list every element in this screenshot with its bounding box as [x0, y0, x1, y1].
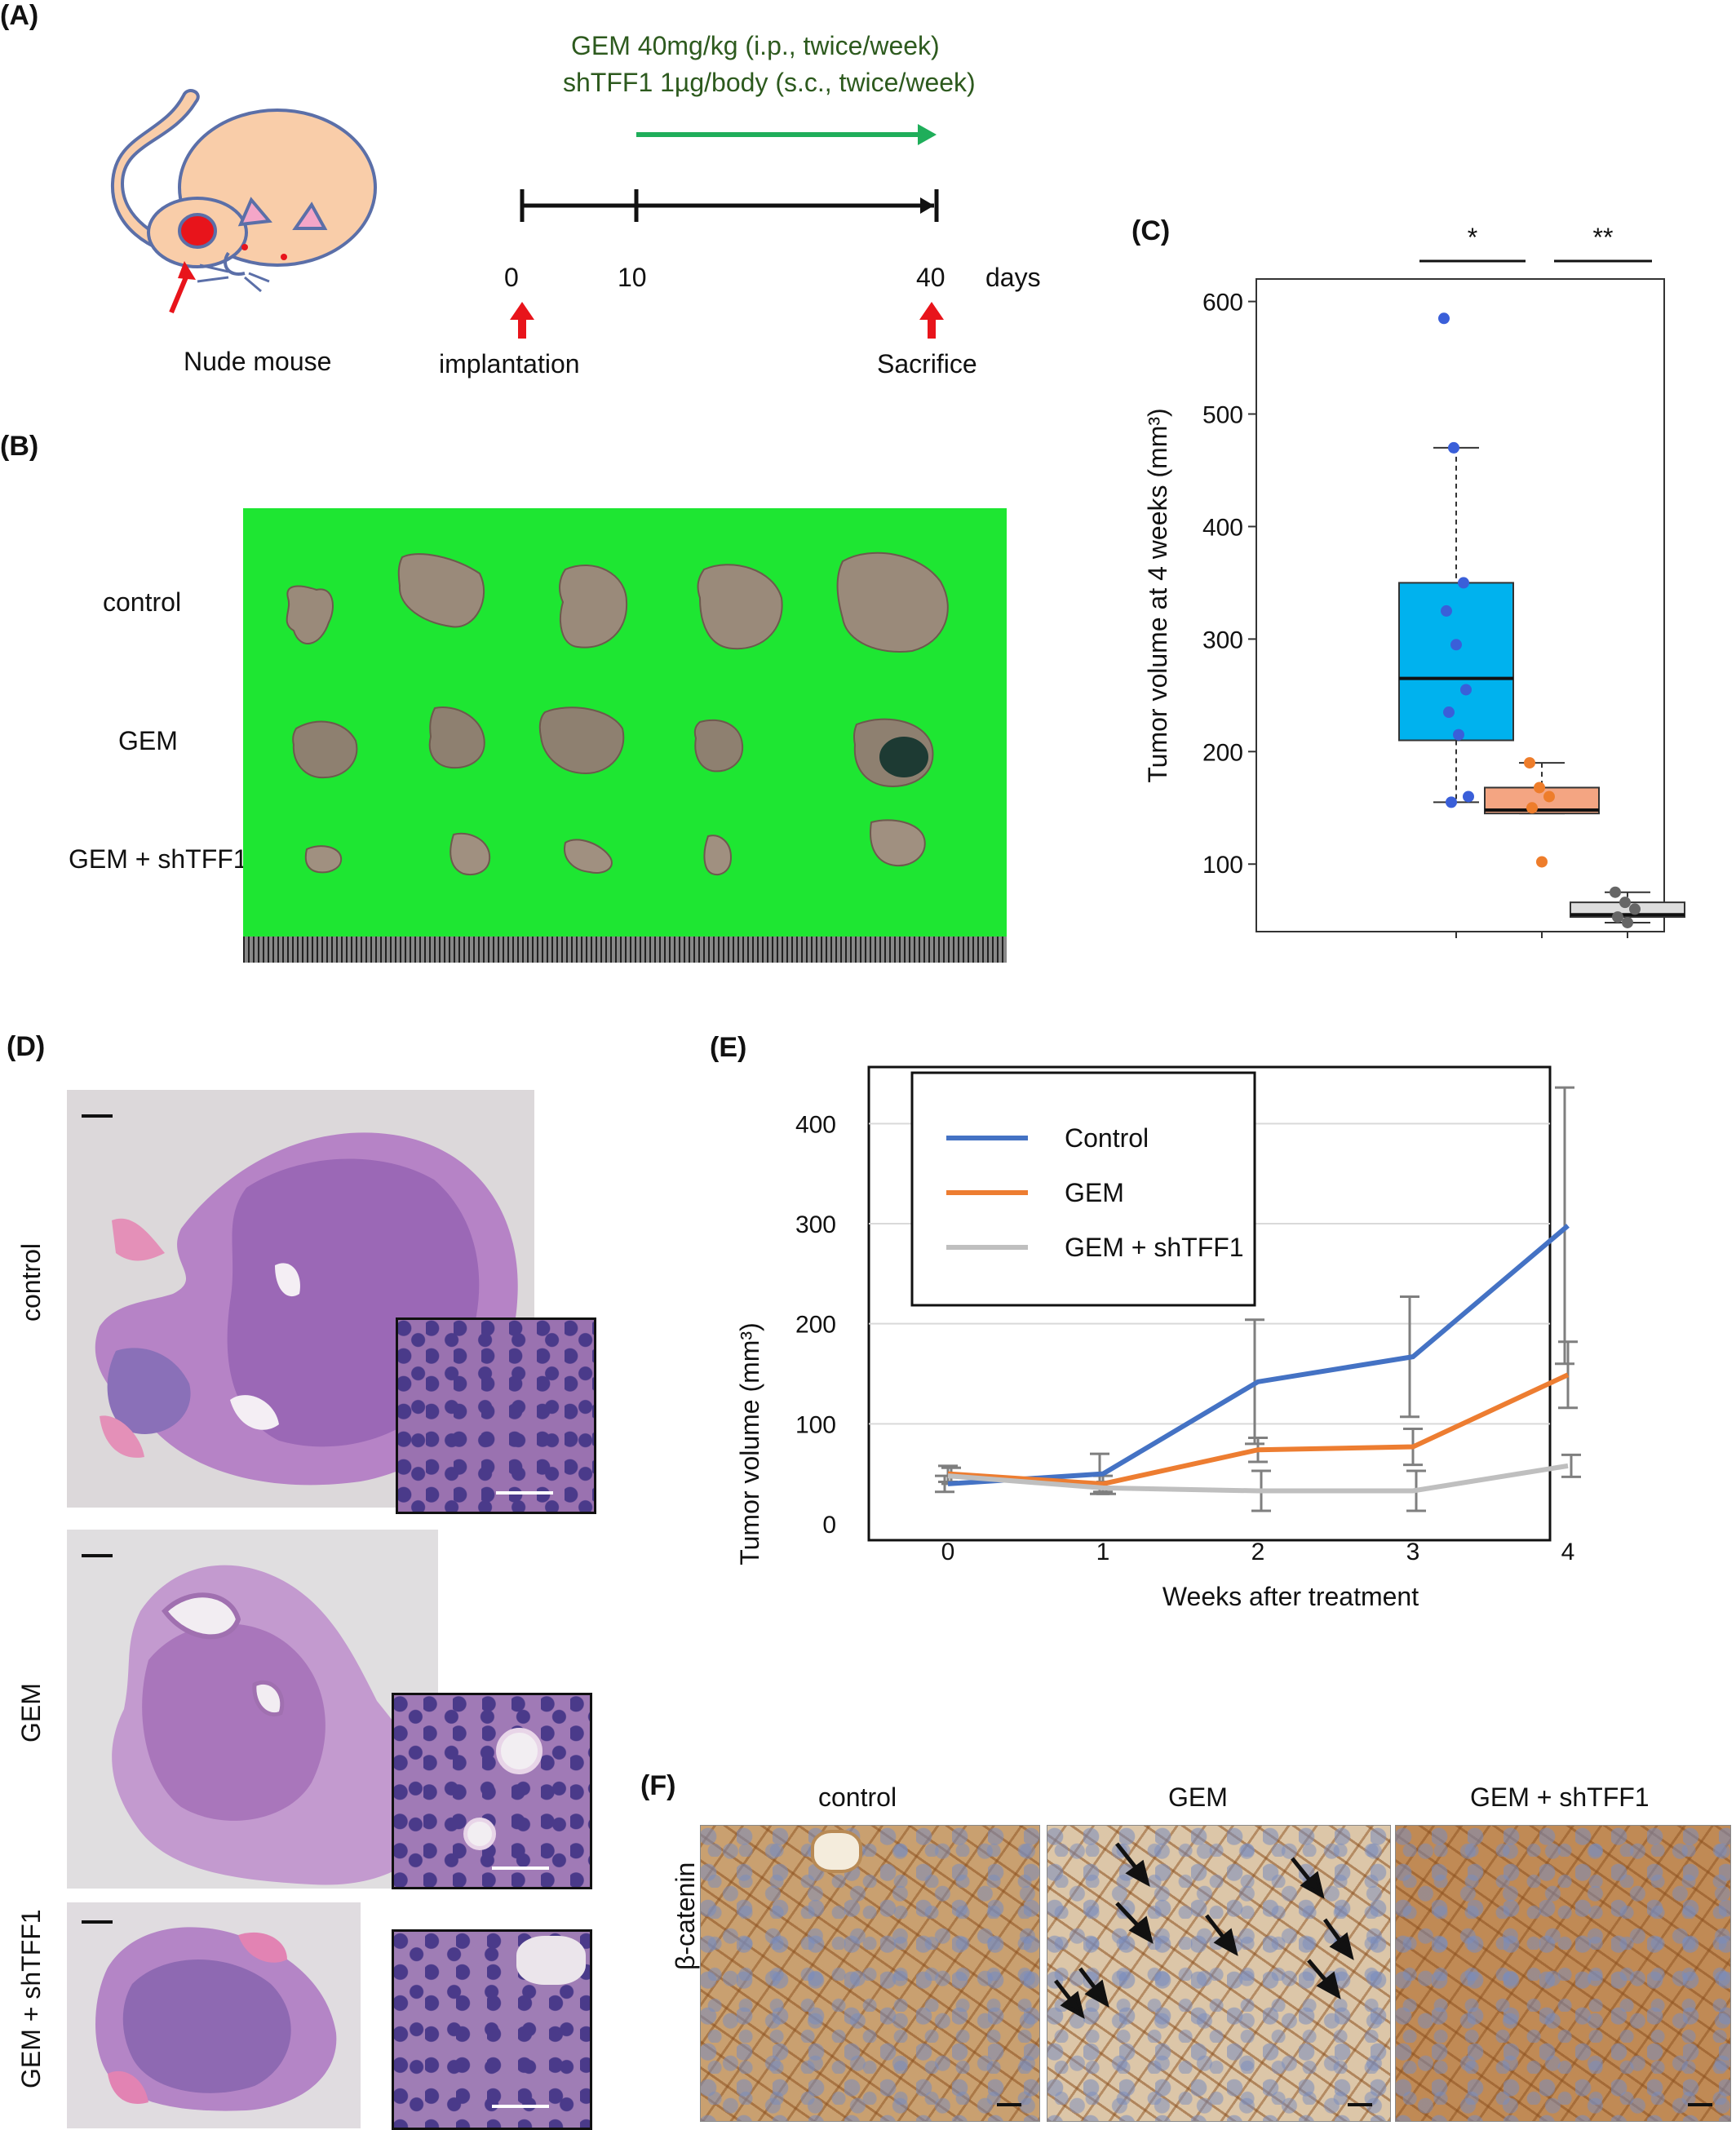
series-line-1	[947, 1372, 1570, 1486]
legend-label: GEM	[1065, 1178, 1124, 1207]
ihc-gem	[1047, 1825, 1391, 2122]
f-col-control: control	[818, 1782, 897, 1812]
data-point	[1458, 577, 1469, 589]
y-axis-label: Tumor volume (mm³)	[735, 1322, 764, 1565]
b-row-control: control	[103, 587, 182, 617]
data-point	[1629, 903, 1641, 915]
data-point	[1543, 790, 1555, 803]
f-col-gem: GEM	[1168, 1782, 1228, 1812]
he-section-gem-shtff1	[67, 1902, 361, 2128]
b-row-gem: GEM	[118, 726, 178, 755]
arrow-icons	[1054, 1842, 1354, 2019]
data-point	[1460, 684, 1472, 696]
ihc-control	[700, 1825, 1040, 2122]
implantation-arrow-icon	[510, 302, 534, 339]
panel-label-f: (F)	[640, 1770, 676, 1801]
sacrifice-label: Sacrifice	[877, 349, 977, 379]
tumor-row-gem	[292, 706, 934, 787]
legend: Control GEM GEM + shTFF1	[910, 1071, 1256, 1307]
he-inset-control	[396, 1317, 596, 1514]
tick-10: 10	[618, 263, 647, 292]
x-tick-label: 2	[1251, 1539, 1265, 1565]
panel-label-e: (E)	[710, 1032, 747, 1063]
y-tick-label: 400	[1202, 514, 1243, 541]
legend-label: GEM + shTFF1	[1065, 1233, 1244, 1262]
data-point	[1446, 796, 1457, 808]
mouse-label: Nude mouse	[184, 347, 332, 376]
x-tick-label: 3	[1406, 1539, 1420, 1565]
b-row-gem-shtff1: GEM + shTFF1	[69, 844, 248, 874]
x-tick-label: 4	[1561, 1539, 1575, 1565]
treatment-line-2: shTFF1 1µg/body (s.c., twice/week)	[563, 68, 976, 97]
tumor-row-control	[286, 551, 949, 653]
data-point	[1612, 911, 1623, 923]
ruler	[243, 923, 1007, 963]
panel-label-a: (A)	[0, 0, 39, 31]
line-chart-e: 0 100 200 300 400 0 1 2 3 4 Control GEM GEM + shTF…	[735, 1065, 1581, 1611]
d-row-gem: GEM	[16, 1683, 46, 1743]
y-tick-label: 600	[1202, 290, 1243, 317]
data-point	[1441, 604, 1452, 617]
y-tick-label: 300	[795, 1211, 836, 1238]
legend-label: Control	[1065, 1123, 1149, 1153]
implantation-label: implantation	[439, 349, 580, 379]
data-point	[1524, 757, 1535, 769]
significance-label: *	[1468, 223, 1477, 252]
x-axis-label: Weeks after treatment	[1162, 1582, 1419, 1611]
timeline	[520, 124, 939, 222]
panel-label-c: (C)	[1132, 215, 1171, 246]
data-point	[1534, 782, 1545, 794]
days-label: days	[985, 263, 1041, 292]
data-point	[1619, 897, 1631, 909]
x-tick-label: 0	[941, 1539, 955, 1565]
data-point	[1448, 441, 1459, 454]
he-section-gem	[67, 1530, 438, 1889]
tumor-row-gem-shtff1	[304, 819, 926, 875]
tumor-photo	[243, 508, 1007, 961]
data-point	[1463, 790, 1474, 803]
series-line-0	[947, 1224, 1570, 1486]
y-tick-label: 500	[1202, 402, 1243, 429]
d-row-gem-shtff1: GEM + shTFF1	[16, 1909, 46, 2088]
f-col-gem-shtff1: GEM + shTFF1	[1470, 1782, 1650, 1812]
sacrifice-arrow-icon	[919, 302, 944, 339]
data-point	[1438, 312, 1450, 325]
f-ylabel: β-catenin	[671, 1862, 700, 1970]
box-0	[1398, 582, 1514, 742]
y-axis-label: Tumor volume at 4 weeks (mm³)	[1143, 408, 1172, 782]
nude-mouse-illustration	[110, 89, 377, 314]
tick-40: 40	[916, 263, 946, 292]
he-inset-gem	[392, 1693, 592, 1889]
x-tick-label: 1	[1096, 1539, 1110, 1565]
y-tick-label: 300	[1202, 627, 1243, 653]
data-point	[1453, 728, 1464, 741]
tick-0: 0	[504, 263, 519, 292]
y-tick-label: 100	[1202, 852, 1243, 879]
y-tick-label: 0	[822, 1512, 836, 1539]
data-point	[1450, 639, 1462, 651]
y-tick-label: 200	[795, 1312, 836, 1339]
ihc-gem-shtff1	[1395, 1825, 1731, 2122]
plot-frame	[1256, 278, 1665, 932]
plot-frame	[867, 1065, 1552, 1542]
treatment-line-1: GEM 40mg/kg (i.p., twice/week)	[571, 31, 940, 60]
data-point	[1536, 856, 1548, 868]
panel-label-b: (B)	[0, 431, 39, 462]
y-tick-label: 100	[795, 1411, 836, 1438]
series-line-2	[947, 1463, 1569, 1494]
data-point	[1622, 916, 1633, 928]
y-tick-label: 200	[1202, 739, 1243, 766]
d-row-control: control	[16, 1242, 46, 1322]
data-point	[1443, 706, 1455, 719]
data-point	[1526, 802, 1538, 814]
y-tick-label: 400	[795, 1111, 836, 1138]
he-inset-gem-shtff1	[392, 1929, 592, 2130]
panel-label-d: (D)	[7, 1031, 46, 1062]
data-point	[1610, 886, 1621, 898]
significance-label: **	[1593, 223, 1614, 252]
